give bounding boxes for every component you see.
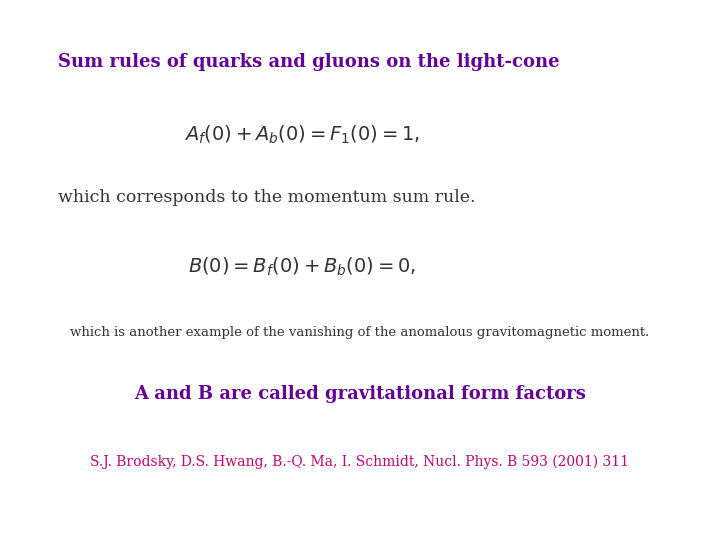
Text: S.J. Brodsky, D.S. Hwang, B.-Q. Ma, I. Schmidt, Nucl. Phys. B 593 (2001) 311: S.J. Brodsky, D.S. Hwang, B.-Q. Ma, I. S… bbox=[91, 455, 629, 469]
Text: A and B are called gravitational form factors: A and B are called gravitational form fa… bbox=[134, 385, 586, 403]
Text: which corresponds to the momentum sum rule.: which corresponds to the momentum sum ru… bbox=[58, 188, 475, 206]
Text: $A_f(0) + A_b(0) = F_1(0) = 1,$: $A_f(0) + A_b(0) = F_1(0) = 1,$ bbox=[184, 124, 420, 146]
Text: $B(0) = B_f(0) + B_b(0) = 0,$: $B(0) = B_f(0) + B_b(0) = 0,$ bbox=[189, 256, 416, 279]
Text: which is another example of the vanishing of the anomalous gravitomagnetic momen: which is another example of the vanishin… bbox=[71, 326, 649, 339]
Text: Sum rules of quarks and gluons on the light-cone: Sum rules of quarks and gluons on the li… bbox=[58, 53, 559, 71]
